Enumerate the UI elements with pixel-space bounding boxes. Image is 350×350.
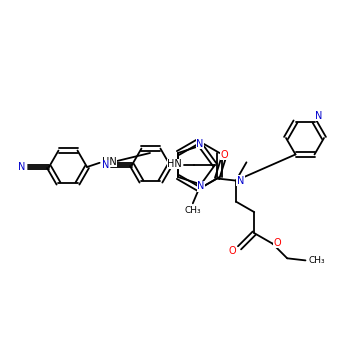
Text: N: N	[102, 160, 109, 170]
Text: O: O	[273, 238, 281, 247]
Text: CH₃: CH₃	[308, 256, 325, 265]
Text: O: O	[220, 149, 228, 160]
Text: HN: HN	[167, 159, 182, 169]
Text: N: N	[18, 162, 25, 172]
Text: N: N	[315, 111, 323, 120]
Text: O: O	[229, 246, 237, 256]
Text: N: N	[196, 139, 203, 149]
Text: CH₃: CH₃	[184, 206, 201, 215]
Text: N: N	[237, 176, 244, 186]
Text: HN: HN	[102, 157, 116, 167]
Text: N: N	[197, 181, 204, 191]
